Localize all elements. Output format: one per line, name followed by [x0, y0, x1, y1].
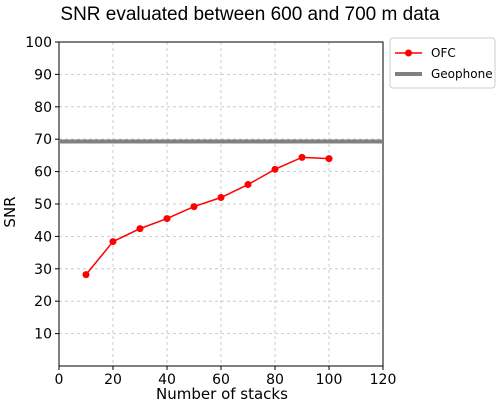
y-tick-label: 90 — [34, 67, 52, 83]
axis-ticks: 0 20 40 60 80 100 120 10 20 30 40 50 60 70 80 90 100 — [25, 35, 396, 388]
series — [59, 139, 383, 279]
chart-title: SNR evaluated between 600 and 700 m data — [60, 4, 440, 25]
y-tick-label: 20 — [34, 294, 52, 310]
ofc-data-point — [109, 238, 117, 246]
x-tick-label: 60 — [212, 372, 230, 388]
x-tick-label: 80 — [266, 372, 284, 388]
ofc-data-point — [190, 203, 198, 211]
y-tick-label: 70 — [34, 132, 52, 148]
ofc-series-line — [85, 156, 330, 276]
ofc-data-point — [271, 165, 279, 173]
legend-geophone-label: Geophone — [431, 67, 493, 81]
x-tick-label: 40 — [158, 372, 176, 388]
y-tick-label: 30 — [34, 262, 52, 278]
ofc-data-point — [163, 215, 171, 223]
x-tick-label: 120 — [370, 372, 397, 388]
legend-ofc-marker — [405, 49, 412, 57]
x-tick-label: 20 — [104, 372, 122, 388]
ofc-data-point — [244, 181, 252, 189]
y-tick-label: 50 — [34, 197, 52, 213]
legend: OFC Geophone — [389, 37, 496, 89]
x-axis-label: Number of stacks — [156, 385, 288, 402]
y-axis-label: SNR — [1, 196, 19, 227]
y-tick-label: 40 — [34, 229, 52, 245]
x-tick-label: 0 — [55, 372, 64, 388]
ofc-data-point — [136, 225, 144, 233]
y-tick-label: 60 — [34, 165, 52, 181]
ofc-data-point — [298, 153, 306, 161]
x-tick-label: 100 — [316, 372, 343, 388]
y-tick-label: 80 — [34, 100, 52, 116]
y-tick-label: 100 — [25, 35, 52, 51]
ofc-data-point — [82, 271, 90, 279]
legend-ofc-label: OFC — [431, 46, 456, 60]
ofc-data-point — [325, 155, 333, 163]
y-tick-label: 10 — [34, 327, 52, 343]
ofc-data-point — [217, 194, 225, 202]
grid — [59, 42, 383, 366]
